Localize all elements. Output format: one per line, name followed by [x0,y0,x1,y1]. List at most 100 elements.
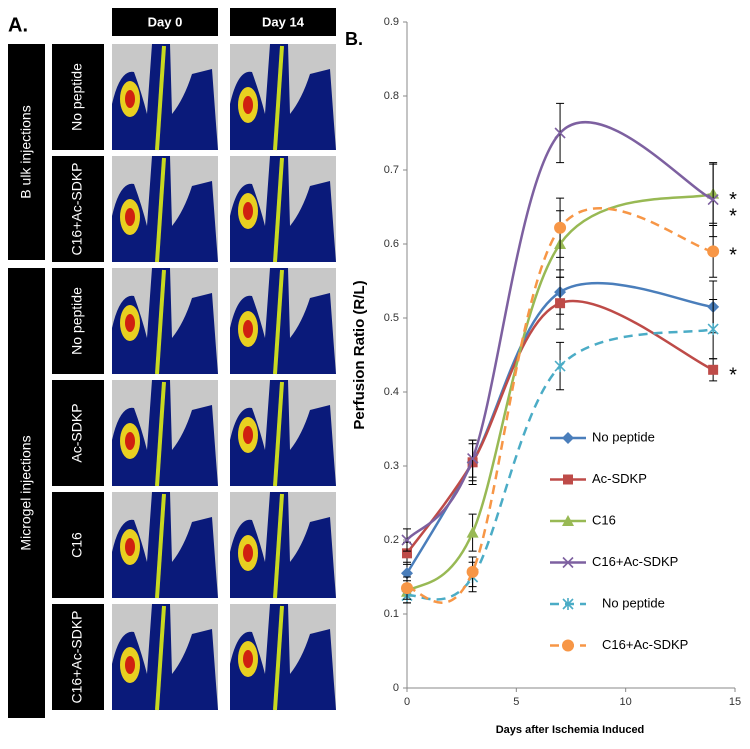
row-label: No peptide [69,63,85,131]
legend-label: C16+Ac-SDKP [592,554,678,569]
row-label: No peptide [69,287,85,355]
group-label: Microgel injections [18,435,34,550]
image-vessel [273,157,284,263]
panel-label: A. [8,14,28,36]
marker [401,582,413,595]
image-paw-core [125,538,135,556]
image-tissue [230,268,336,374]
image-paw-core [243,320,253,338]
image-tissue [112,156,218,262]
image-tissue [112,380,218,486]
annotation: * [729,189,737,211]
y-tick-label: 0.1 [384,608,399,620]
panel-label: B. [345,29,363,49]
image-tissue [230,44,336,150]
series-line [406,327,714,601]
legend-label: No peptide [592,429,655,444]
marker [467,453,479,465]
row-label: C16+Ac-SDKP [69,163,85,256]
marker [707,194,719,206]
marker [707,323,719,336]
column-header: Day 0 [148,14,183,29]
row-label: C16+Ac-SDKP [69,611,85,704]
series-line [406,121,714,541]
marker [562,556,574,569]
row-label-box [52,492,104,598]
image-vessel [155,381,166,487]
y-tick-label: 0.8 [384,90,399,102]
column-header: Day 14 [262,14,305,29]
image-vessel [155,45,166,151]
image-vessel [273,381,284,487]
marker [562,515,574,526]
image-tissue [112,492,218,598]
legend-label: C16+Ac-SDKP [602,637,688,652]
marker [707,245,720,258]
image-paw-core [125,90,135,108]
marker [466,565,479,578]
legend-label: No peptide [602,595,665,610]
row-label: Ac-SDKP [69,403,85,462]
marker [562,598,574,610]
legend-label: C16 [592,512,616,527]
image-vessel [273,269,284,375]
x-tick-label: 0 [404,696,410,708]
row-label-box [52,380,104,486]
image-tissue [230,380,336,486]
image-vessel [155,269,166,375]
row-label-box [52,268,104,374]
y-tick-label: 0.9 [384,16,399,28]
y-tick-label: 0.3 [384,460,399,472]
image-vessel [273,493,284,599]
group-box [8,268,45,718]
y-tick-label: 0.4 [384,386,399,398]
column-header-box [112,8,218,36]
marker [563,474,573,485]
marker [555,298,566,309]
image-grid [112,44,336,711]
row-label-box [52,44,104,150]
image-vessel [273,605,284,711]
column-header-box [230,8,336,36]
marker [554,127,566,139]
series-line [405,281,714,574]
image-tissue [230,492,336,598]
x-tick-label: 10 [620,696,632,708]
image-tissue [230,604,336,710]
image-paw-core [243,96,253,114]
y-tick-label: 0 [393,682,399,694]
y-tick-label: 0.2 [384,534,399,546]
image-tissue [230,156,336,262]
image-vessel [155,493,166,599]
series-line [405,299,714,555]
image-vessel [155,605,166,711]
image-vessel [155,157,166,263]
group-label: B ulk injections [18,105,34,198]
image-paw-core [125,656,135,674]
series-line [406,207,714,604]
y-tick-label: 0.7 [384,164,399,176]
marker [401,534,413,546]
marker [401,567,413,580]
row-label-box [52,604,104,710]
annotation: * [729,245,737,267]
image-tissue [112,44,218,150]
annotation: * [729,205,737,227]
group-box [8,44,45,260]
marker [554,360,566,373]
row-label: C16 [69,532,85,558]
image-paw-core [125,314,135,332]
y-axis-label: Perfusion Ratio (R/L) [351,280,368,429]
marker [562,639,574,652]
x-axis-label: Days after Ischemia Induced [496,724,645,736]
y-tick-label: 0.6 [384,238,399,250]
marker [402,548,412,559]
image-vessel [273,45,284,151]
row-label-box [52,156,104,262]
legend-label: Ac-SDKP [592,471,647,486]
image-paw-core [243,202,253,220]
x-tick-label: 5 [513,696,519,708]
image-tissue [112,604,218,710]
y-tick-label: 0.5 [384,312,399,324]
marker [708,364,719,375]
